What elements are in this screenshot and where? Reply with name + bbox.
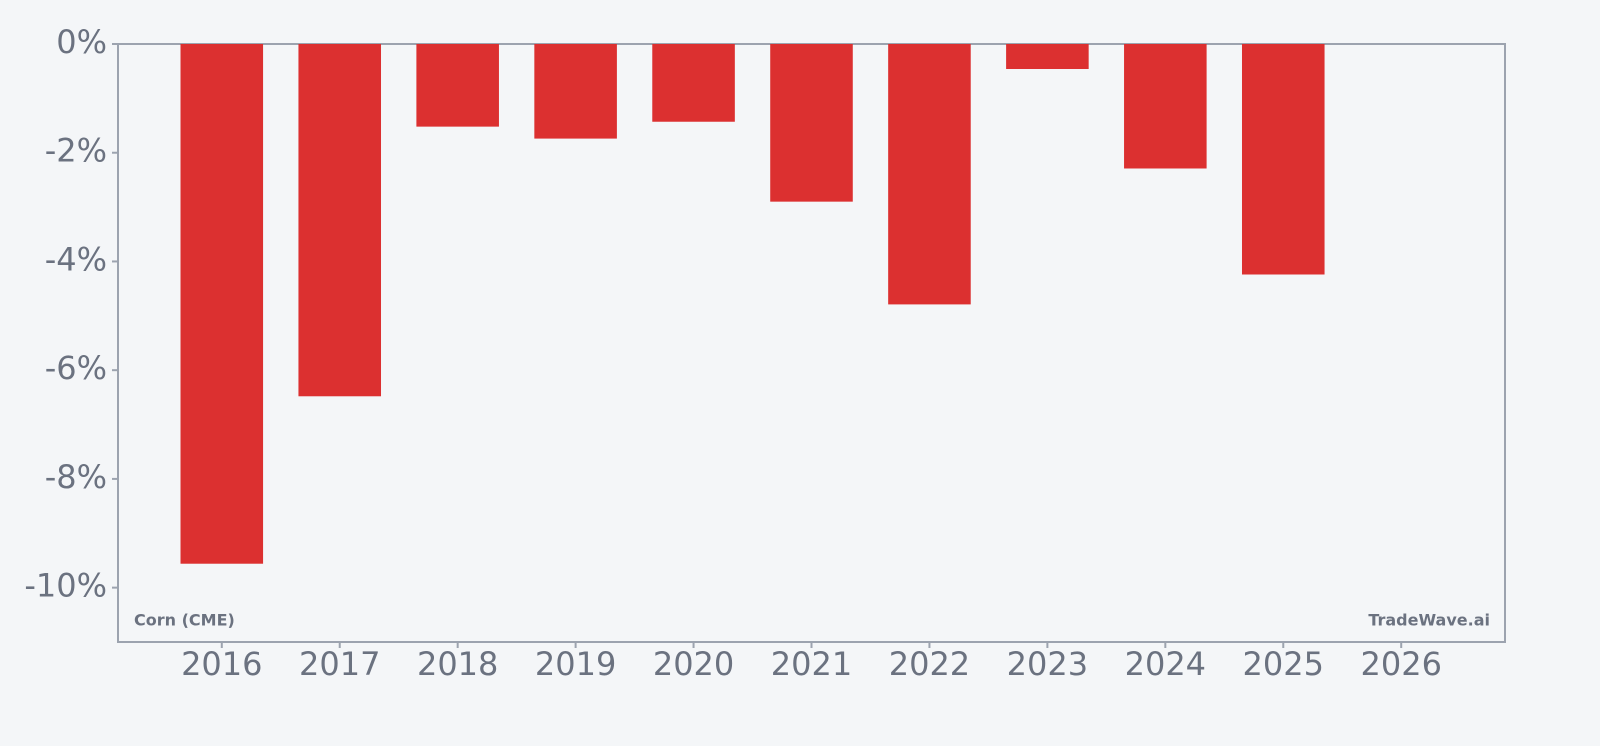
x-tick-label: 2016: [181, 645, 262, 683]
x-tick-label: 2024: [1125, 645, 1206, 683]
x-tick-label: 2023: [1007, 645, 1088, 683]
bar: [652, 44, 735, 122]
annotation: TradeWave.ai: [1368, 611, 1490, 630]
x-tick-label: 2017: [299, 645, 380, 683]
bar: [416, 44, 499, 127]
x-tick-label: 2019: [535, 645, 616, 683]
y-tick-label: -4%: [45, 240, 107, 278]
x-tick-label: 2021: [771, 645, 852, 683]
y-tick-label: -2%: [45, 132, 107, 170]
y-tick-label: -10%: [24, 567, 107, 605]
bar: [1241, 44, 1325, 275]
bar: [888, 44, 971, 305]
x-tick-label: 2020: [653, 645, 734, 683]
bar: [1006, 44, 1089, 70]
bar: [298, 44, 382, 397]
x-tick-label: 2026: [1360, 645, 1441, 683]
bar: [180, 44, 264, 564]
bar: [1124, 44, 1207, 169]
y-tick-label: -6%: [45, 349, 107, 387]
x-tick-label: 2025: [1243, 645, 1324, 683]
bar: [534, 44, 617, 139]
y-tick-label: 0%: [56, 23, 107, 61]
x-tick-label: 2022: [889, 645, 970, 683]
annotation: Corn (CME): [134, 611, 235, 630]
y-tick-label: -8%: [45, 458, 107, 496]
bar: [770, 44, 853, 202]
x-tick-label: 2018: [417, 645, 498, 683]
